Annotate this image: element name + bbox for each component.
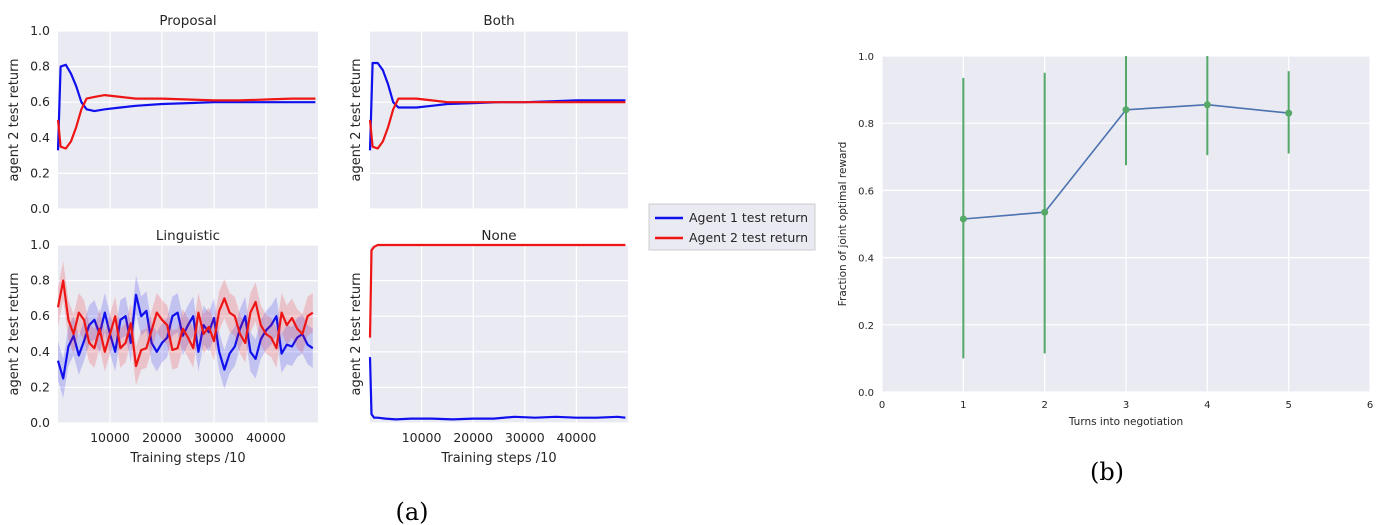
y-axis-label: agent 2 test return	[349, 273, 364, 396]
y-tick-label: 0.0	[30, 201, 50, 216]
y-tick-label: 0.8	[30, 273, 50, 288]
data-point	[959, 215, 967, 223]
data-point	[1122, 106, 1130, 114]
x-axis-label: Training steps /10	[129, 451, 245, 466]
chart-panel-4: 0.0 0.2 0.4 0.6 0.8 1.0 0 1 2 3 4 5 6 Fraction of joi…	[837, 52, 1373, 428]
series-line-1	[368, 97, 626, 150]
legend-box	[648, 203, 816, 251]
y-tick-label: 0.4	[30, 344, 50, 359]
y-tick-label: 0.4	[30, 130, 50, 145]
plot-area	[370, 31, 628, 209]
x-tick-label: 1	[960, 400, 966, 411]
x-tick-label: 20000	[142, 430, 182, 445]
data-point	[1285, 109, 1293, 117]
chart-panel-3: 10000 20000 30000 40000 None agent 2 test ret…	[349, 228, 628, 466]
y-tick-label: 0.4	[858, 254, 874, 265]
x-tick-label: 30000	[194, 430, 234, 445]
x-tick-label: 40000	[557, 430, 597, 445]
x-axis-label: Training steps /10	[440, 451, 556, 466]
y-tick-label: 1.0	[858, 52, 874, 63]
series-line-0	[368, 357, 626, 421]
series-line-1	[368, 243, 626, 338]
data-point	[1203, 101, 1211, 109]
x-tick-label: 0	[879, 400, 885, 411]
legend: Agent 1 test return Agent 2 test return	[648, 203, 816, 251]
chart-title: Linguistic	[156, 228, 220, 244]
data-point	[1041, 208, 1049, 216]
x-tick-label: 3	[1123, 400, 1129, 411]
x-tick-label: 4	[1204, 400, 1210, 411]
y-tick-label: 0.6	[858, 186, 874, 197]
y-tick-label: 1.0	[30, 23, 50, 38]
chart-panel-2: 0.0 0.2 0.4 0.6 0.8 1.0 10000 20000 30000 40000 Li…	[7, 228, 318, 466]
x-tick-label: 5	[1285, 400, 1291, 411]
caption-a: (a)	[395, 498, 428, 525]
x-tick-label: 2	[1041, 400, 1047, 411]
chart-panel-1: Both agent 2 test return	[349, 13, 628, 210]
plot-area	[370, 245, 628, 423]
y-tick-label: 0.0	[858, 388, 874, 399]
caption-b: (b)	[1090, 458, 1124, 486]
chart-title: Both	[483, 13, 514, 29]
y-tick-label: 0.8	[858, 119, 874, 130]
x-axis-label: Turns into negotiation	[1068, 416, 1183, 428]
y-axis-label: agent 2 test return	[7, 273, 22, 396]
x-tick-label: 20000	[453, 430, 493, 445]
y-tick-label: 1.0	[30, 237, 50, 252]
y-tick-label: 0.6	[30, 94, 50, 109]
series-line-1	[56, 94, 316, 150]
y-tick-label: 0.8	[30, 59, 50, 74]
y-axis-label: Fraction of joint optimal reward	[837, 142, 849, 306]
legend-label-agent2: Agent 2 test return	[689, 230, 808, 245]
x-tick-label: 10000	[90, 430, 130, 445]
y-tick-label: 0.2	[30, 379, 50, 394]
series-line-0	[56, 63, 316, 151]
chart-title: None	[481, 228, 516, 244]
series-line-1	[56, 279, 314, 368]
y-axis-label: agent 2 test return	[349, 59, 364, 182]
confidence-band-1	[58, 261, 313, 386]
x-tick-label: 30000	[505, 430, 545, 445]
x-tick-label: 6	[1367, 400, 1373, 411]
y-tick-label: 0.6	[30, 308, 50, 323]
confidence-band-0	[58, 275, 313, 399]
y-axis-label: agent 2 test return	[7, 59, 22, 182]
x-tick-label: 10000	[402, 430, 442, 445]
plot-area	[58, 31, 318, 209]
x-tick-label: 40000	[246, 430, 286, 445]
legend-label-agent1: Agent 1 test return	[689, 210, 808, 225]
chart-title: Proposal	[159, 13, 216, 29]
y-tick-label: 0.2	[30, 165, 50, 180]
chart-panel-0: 0.0 0.2 0.4 0.6 0.8 1.0 Proposal agent 2 test r…	[7, 13, 318, 216]
y-tick-label: 0.0	[30, 415, 50, 430]
y-tick-label: 0.2	[858, 321, 874, 332]
